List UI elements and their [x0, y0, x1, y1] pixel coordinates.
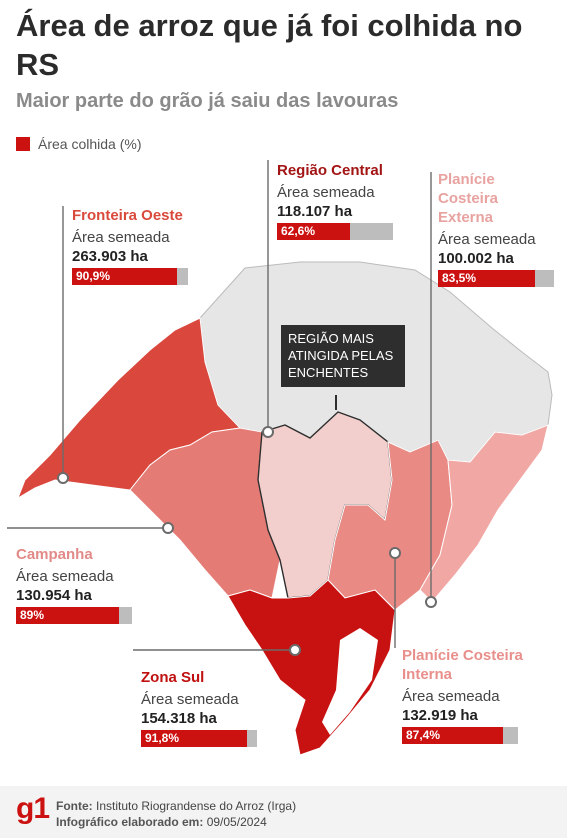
region-box-zona-sul: Zona Sul Área semeada 154.318 ha 91,8% [141, 668, 257, 747]
sown-area-label: Área semeada [72, 229, 170, 246]
harvest-bar-fill [402, 727, 504, 744]
region-zona-sul [227, 579, 396, 756]
harvest-bar-fill [141, 730, 248, 747]
harvest-bar-label: 83,5% [442, 271, 477, 285]
sown-area-value: 118.107 ha [277, 203, 353, 220]
sown-area-value: 263.903 ha [72, 248, 148, 265]
region-name: Campanha [16, 546, 93, 563]
sown-area-value: 132.919 ha [402, 707, 478, 724]
legend-label: Área colhida (%) [38, 136, 142, 152]
leader-lines [7, 160, 432, 651]
page-title: Área de arroz que já foi colhida no RS [16, 8, 523, 82]
region-name: Zona Sul [141, 669, 205, 686]
callout-most-affected: REGIÃO MAIS ATINGIDA PELAS ENCHENTES [281, 325, 405, 387]
chart-legend: Área colhida (%) [16, 136, 142, 152]
lagoa-dos-patos [322, 628, 378, 735]
harvest-bar-fill [438, 270, 535, 287]
harvest-bar: 87,4% [402, 727, 518, 744]
region-box-fronteira-oeste: Fronteira Oeste Área semeada 263.903 ha 90,… [72, 206, 188, 285]
sown-area-label: Área semeada [402, 688, 500, 705]
source-label: Fonte: [56, 799, 93, 813]
sown-area-label: Área semeada [16, 568, 114, 585]
g1-logo: g1 [16, 792, 50, 825]
harvest-bar-label: 87,4% [406, 728, 441, 742]
made-label: Infográfico elaborado em: [56, 815, 204, 829]
harvest-bar: 62,6% [277, 223, 393, 240]
harvest-bar-fill [277, 223, 350, 240]
harvest-bar-label: 89% [20, 608, 45, 622]
page-subtitle: Maior parte do grão já saiu das lavouras [16, 90, 399, 112]
region-name: Planície Costeira Externa [438, 171, 499, 226]
region-planicie-externa [419, 424, 549, 603]
leader-dots [57, 426, 437, 656]
made-text: 09/05/2024 [206, 815, 267, 829]
harvest-bar-label: 90,9% [76, 269, 111, 283]
dot-campanha [162, 522, 174, 534]
region-box-regiao-central: Região Central Área semeada 118.107 ha 62,6… [277, 161, 393, 240]
region-box-planicie-costeira-externa: Planície Costeira Externa Área semeada 100… [438, 170, 554, 287]
harvest-bar-fill [72, 268, 178, 285]
dot-zona-sul [289, 644, 301, 656]
harvest-bar: 89% [16, 607, 132, 624]
sown-area-value: 100.002 ha [438, 250, 514, 267]
footer-credits: Fonte: Instituto Riograndense do Arroz (… [56, 798, 296, 830]
sown-area-value: 154.318 ha [141, 710, 217, 727]
dot-fronteira-oeste [57, 472, 69, 484]
harvest-bar-fill [16, 607, 120, 624]
sown-area-value: 130.954 ha [16, 587, 92, 604]
legend-swatch [16, 137, 30, 151]
harvest-bar-label: 62,6% [281, 224, 316, 238]
sown-area-label: Área semeada [141, 691, 239, 708]
region-name: Fronteira Oeste [72, 207, 183, 224]
harvest-bar: 83,5% [438, 270, 554, 287]
dot-planicie-externa [425, 596, 437, 608]
dot-planicie-interna [389, 547, 401, 559]
harvest-bar-label: 91,8% [145, 731, 180, 745]
region-box-campanha: Campanha Área semeada 130.954 ha 89% [16, 545, 132, 624]
sown-area-label: Área semeada [438, 231, 536, 248]
sown-area-label: Área semeada [277, 184, 375, 201]
footer: g1 Fonte: Instituto Riograndense do Arro… [0, 786, 567, 838]
region-name: Planície Costeira Interna [402, 647, 523, 683]
harvest-bar: 90,9% [72, 268, 188, 285]
harvest-bar: 91,8% [141, 730, 257, 747]
region-box-planicie-costeira-interna: Planície Costeira Interna Área semeada 132… [402, 646, 552, 744]
region-name: Região Central [277, 162, 383, 179]
dot-central [262, 426, 274, 438]
source-text: Instituto Riograndense do Arroz (Irga) [96, 799, 297, 813]
